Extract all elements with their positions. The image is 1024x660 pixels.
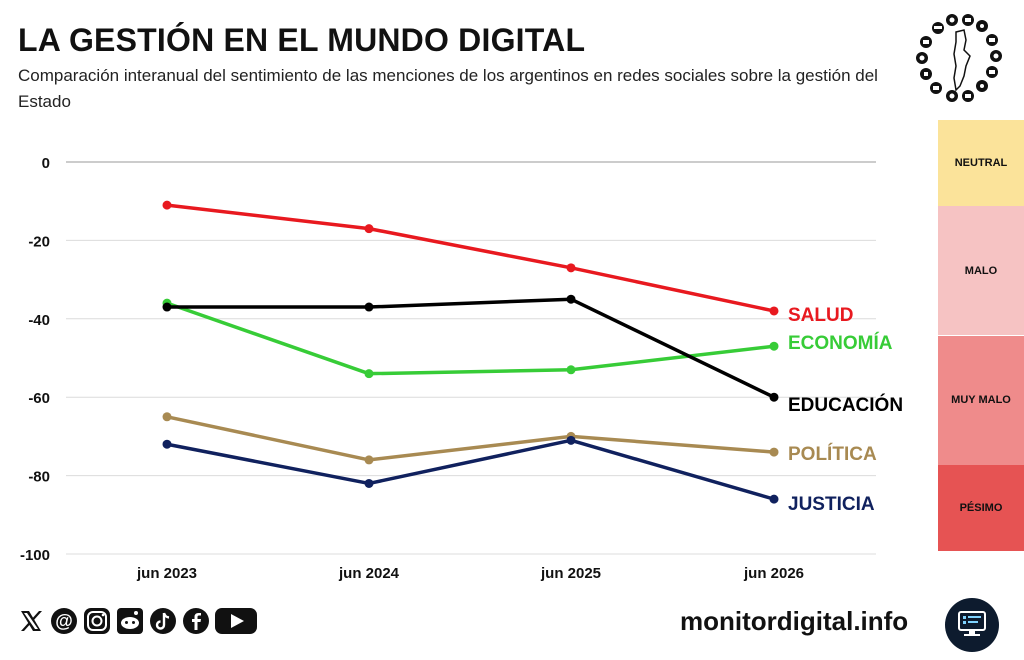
monitor-icon — [945, 598, 999, 652]
series-line — [165, 203, 776, 313]
data-point — [769, 494, 779, 504]
series-end-label: JUSTICIA — [788, 494, 875, 515]
threads-icon[interactable]: @ — [49, 606, 79, 636]
series-line — [165, 438, 776, 501]
band-pesimo: PÉSIMO — [938, 464, 1024, 551]
data-point — [566, 365, 576, 375]
data-point — [364, 369, 374, 379]
y-tick-label: -80 — [28, 469, 50, 486]
youtube-icon[interactable] — [214, 606, 258, 636]
band-neutral: NEUTRAL — [938, 120, 1024, 207]
page-title: LA GESTIÓN EN EL MUNDO DIGITAL — [18, 22, 586, 58]
series-end-label: SALUD — [788, 305, 853, 326]
data-point — [162, 439, 172, 449]
data-point — [162, 412, 172, 422]
series-line — [165, 297, 776, 399]
data-point — [769, 341, 779, 351]
svg-text:@: @ — [55, 611, 73, 631]
reddit-icon[interactable] — [115, 606, 145, 636]
y-tick-label: 0 — [42, 155, 50, 172]
data-point — [769, 306, 779, 316]
line-chart: 0 -20 -40 -60 -80 -100 jun 2023 jun 2024 jun 202… — [20, 155, 903, 582]
social-icons: @ — [16, 606, 258, 636]
data-point — [566, 263, 576, 273]
instagram-icon[interactable] — [82, 606, 112, 636]
x-tick-label: jun 2026 — [743, 565, 804, 582]
y-tick-label: -60 — [28, 390, 50, 407]
y-tick-label: -20 — [28, 233, 50, 250]
y-tick-label: -40 — [28, 312, 50, 329]
data-point — [364, 302, 374, 312]
x-icon[interactable] — [16, 606, 46, 636]
series-line — [165, 415, 776, 462]
data-point — [566, 294, 576, 304]
site-url[interactable]: monitordigital.info — [680, 606, 909, 636]
series-line — [165, 301, 776, 376]
y-tick-label: -100 — [20, 547, 50, 564]
page-subtitle: Comparación interanual del sentimiento d… — [18, 66, 878, 111]
band-malo: MALO — [938, 206, 1024, 336]
data-point — [769, 447, 779, 457]
data-point — [364, 455, 374, 465]
tiktok-icon[interactable] — [148, 606, 178, 636]
data-point — [162, 302, 172, 312]
series-end-label: ECONOMÍA — [788, 332, 893, 354]
x-tick-label: jun 2023 — [136, 565, 197, 582]
argentina-map-icons-logo — [916, 14, 1002, 102]
data-point — [364, 478, 374, 488]
x-tick-label: jun 2024 — [338, 565, 400, 582]
band-muy-malo: MUY MALO — [938, 335, 1024, 465]
data-point — [162, 200, 172, 210]
series-end-label: EDUCACIÓN — [788, 394, 903, 416]
data-point — [769, 392, 779, 402]
x-tick-label: jun 2025 — [540, 565, 601, 582]
series-end-label: POLÍTICA — [788, 443, 877, 465]
facebook-icon[interactable] — [181, 606, 211, 636]
data-point — [364, 224, 374, 234]
data-point — [566, 435, 576, 445]
